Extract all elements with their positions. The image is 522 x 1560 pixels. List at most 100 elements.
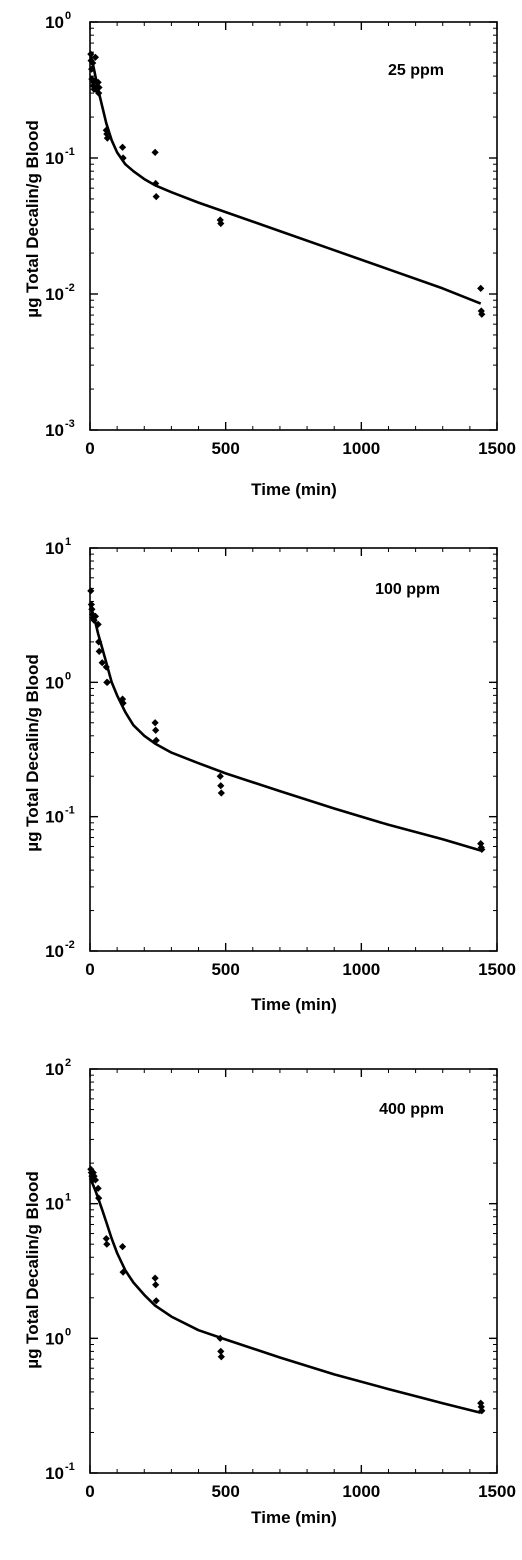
data-point (478, 1407, 486, 1415)
x-tick-label: 1500 (478, 960, 516, 979)
data-point (152, 1281, 160, 1289)
data-point (91, 612, 100, 620)
data-point (91, 53, 100, 61)
data-point (151, 1274, 159, 1282)
concentration-annotation: 25 ppm (388, 62, 444, 79)
data-point (478, 310, 486, 318)
data-point (217, 1353, 225, 1361)
y-tick-label: 10 (45, 421, 64, 440)
y-tick-label: 10 (45, 673, 64, 692)
data-point (152, 726, 160, 734)
data-point (95, 647, 103, 655)
chart-25ppm: µg Total Decalin/g Blood Time (min) 25 p… (23, 10, 516, 499)
y-tick-exponent: -2 (65, 282, 75, 294)
data-point (102, 663, 110, 671)
data-point (217, 782, 225, 790)
model-fit-line (88, 51, 482, 305)
y-tick-label: 10 (45, 1195, 64, 1214)
y-tick-exponent: 0 (65, 10, 71, 22)
data-point (151, 719, 159, 727)
y-tick-exponent: 1 (65, 536, 71, 548)
y-tick-exponent: -2 (65, 939, 75, 951)
data-point (89, 1169, 97, 1177)
chart-panel-400ppm: µg Total Decalin/g Blood Time (min) 400 … (0, 1045, 522, 1560)
y-tick-label: 10 (45, 1464, 64, 1483)
data-point (95, 89, 103, 97)
x-tick-label: 0 (85, 960, 94, 979)
y-tick-label: 10 (45, 942, 64, 961)
data-point (91, 1176, 100, 1184)
data-point (478, 845, 486, 854)
data-point (477, 284, 485, 292)
model-fit-line (88, 1177, 482, 1415)
data-point (103, 134, 111, 142)
data-point (119, 699, 127, 707)
data-point (89, 59, 97, 67)
y-axis-title: µg Total Decalin/g Blood (23, 654, 42, 851)
y-tick-exponent: -3 (65, 418, 75, 430)
data-point (95, 83, 103, 92)
y-tick-label: 10 (45, 539, 64, 558)
y-tick-label: 10 (45, 1060, 64, 1079)
y-tick-label: 10 (45, 808, 64, 827)
data-point (88, 65, 96, 73)
y-tick-label: 10 (45, 285, 64, 304)
chart-panel-25ppm: µg Total Decalin/g Blood Time (min) 25 p… (0, 0, 522, 515)
y-tick-exponent: -1 (65, 146, 75, 158)
y-tick-exponent: 0 (65, 1326, 71, 1338)
data-point (95, 1194, 103, 1202)
y-tick-label: 10 (45, 13, 64, 32)
y-tick-exponent: -1 (65, 1461, 75, 1473)
data-point (152, 1297, 160, 1305)
y-tick-exponent: 2 (65, 1057, 71, 1069)
x-tick-label: 1000 (342, 1482, 380, 1501)
data-point (103, 1240, 111, 1248)
data-point (90, 1172, 98, 1180)
data-point (217, 219, 225, 228)
data-point (119, 1268, 127, 1276)
y-axis-title: µg Total Decalin/g Blood (23, 1171, 42, 1368)
plot-frame (89, 21, 498, 431)
x-tick-label: 1000 (342, 439, 380, 458)
concentration-annotation: 100 ppm (375, 581, 440, 598)
data-point (94, 78, 102, 86)
chart-400ppm: µg Total Decalin/g Blood Time (min) 400 … (23, 1057, 516, 1527)
x-tick-label: 500 (211, 439, 239, 458)
data-point (151, 148, 159, 156)
x-tick-label: 1500 (478, 1482, 516, 1501)
data-point (87, 50, 95, 58)
concentration-annotation: 400 ppm (379, 1101, 444, 1118)
x-tick-label: 0 (85, 1482, 94, 1501)
chart-panel-100ppm: µg Total Decalin/g Blood Time (min) 100 … (0, 526, 522, 1041)
data-point (217, 1347, 225, 1355)
y-tick-exponent: -1 (65, 805, 75, 817)
data-point (90, 78, 98, 86)
x-axis-title: Time (min) (251, 480, 337, 499)
data-point (477, 307, 485, 315)
y-tick-label: 10 (45, 1329, 64, 1348)
chart-100ppm: µg Total Decalin/g Blood Time (min) 100 … (23, 536, 516, 1014)
data-point (94, 1184, 102, 1192)
y-tick-exponent: 1 (65, 1192, 71, 1204)
y-axis-title: µg Total Decalin/g Blood (23, 120, 42, 317)
x-axis-title: Time (min) (251, 1508, 337, 1527)
data-point (102, 1235, 110, 1243)
x-tick-label: 0 (85, 439, 94, 458)
data-point (118, 143, 127, 151)
data-point (217, 789, 225, 797)
data-point (119, 154, 127, 162)
data-point (118, 695, 127, 703)
y-tick-exponent: 0 (65, 670, 71, 682)
data-point (87, 1165, 95, 1173)
x-tick-label: 500 (211, 1482, 239, 1501)
plot-frame (89, 1068, 498, 1474)
data-point (216, 772, 224, 780)
data-point (118, 1242, 127, 1251)
model-fit-line (88, 603, 482, 852)
x-tick-label: 1000 (342, 960, 380, 979)
data-point (152, 179, 160, 188)
x-tick-label: 500 (211, 960, 239, 979)
data-point (152, 193, 160, 201)
x-tick-label: 1500 (478, 439, 516, 458)
